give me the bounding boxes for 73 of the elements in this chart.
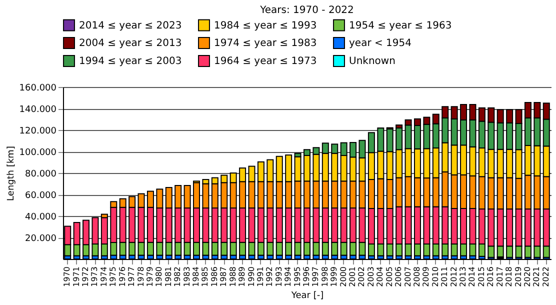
x-tick-label: 2001	[348, 266, 358, 287]
x-tick-label: 2021	[532, 266, 542, 287]
x-tick-label: 2013	[458, 266, 468, 287]
x-tick-label: 1990	[246, 266, 256, 287]
x-tick-label: 2022	[541, 266, 550, 287]
x-tick-label: 1973	[90, 266, 100, 287]
y-tick-label: 140.000	[19, 105, 57, 115]
y-tick-label: 100.000	[19, 148, 57, 158]
y-tick-label: 160.000	[19, 84, 57, 94]
x-tick-label: 1984	[192, 266, 201, 287]
y-axis-title: Length [km]	[6, 146, 16, 201]
x-tick-label: 1974	[99, 266, 108, 287]
chart-title: Years: 1970 - 2022	[259, 5, 354, 16]
legend-label: 2014 ≤ year ≤ 2023	[79, 20, 182, 32]
x-tick-label: 1970	[62, 266, 72, 287]
x-tick-label: 2008	[412, 266, 422, 287]
x-tick-label: 1993	[274, 266, 284, 287]
x-tick-label: 2010	[430, 266, 440, 287]
x-tick-label: 2003	[366, 266, 376, 287]
x-tick-label: 2002	[357, 266, 366, 287]
x-tick-label: 1975	[108, 266, 118, 287]
y-tick-label: 120.000	[19, 126, 57, 136]
x-tick-label: 1977	[127, 266, 136, 287]
x-tick-label: 1978	[136, 266, 146, 287]
x-tick-label: 2016	[486, 266, 496, 287]
y-tick-label: 60.000	[25, 191, 57, 201]
x-tick-label: 2019	[514, 266, 523, 287]
y-tick-label: 20.000	[25, 234, 57, 244]
legend-label: 2004 ≤ year ≤ 2013	[79, 38, 182, 49]
x-tick-label: 1985	[200, 266, 210, 287]
legend-label: 1994 ≤ year ≤ 2003	[79, 56, 182, 67]
x-tick-label: 2020	[522, 266, 532, 287]
legend-label: 1964 ≤ year ≤ 1973	[214, 56, 317, 67]
x-tick-label: 1982	[173, 266, 182, 287]
x-tick-label: 1999	[330, 266, 339, 287]
x-tick-label: 1991	[256, 266, 265, 287]
x-tick-label: 1996	[302, 266, 311, 287]
x-tick-label: 2005	[384, 266, 394, 287]
legend-label: year < 1954	[349, 38, 412, 49]
x-axis-title: Year [-]	[290, 290, 324, 301]
x-tick-label: 2015	[476, 266, 486, 287]
x-tick-label: 1979	[145, 266, 154, 287]
x-tick-label: 1992	[265, 266, 274, 287]
x-tick-label: 2012	[449, 266, 458, 287]
x-tick-label: 1981	[164, 266, 173, 287]
y-tick-label: 80.000	[25, 170, 57, 180]
x-tick-label: 1994	[284, 266, 293, 287]
x-tick-label: 2011	[440, 266, 450, 287]
legend-label: 1954 ≤ year ≤ 1963	[349, 20, 452, 32]
x-tick-label: 1998	[320, 266, 330, 287]
x-tick-label: 2009	[422, 266, 431, 287]
x-tick-label: 1989	[238, 266, 247, 287]
x-tick-label: 1988	[228, 266, 238, 287]
x-tick-label: 1976	[118, 266, 127, 287]
x-tick-label: 1987	[219, 266, 228, 287]
x-tick-label: 1997	[311, 266, 320, 287]
legend-label: 1974 ≤ year ≤ 1983	[214, 38, 317, 49]
x-tick-label: 2014	[468, 266, 477, 287]
x-tick-label: 1971	[72, 266, 81, 287]
x-tick-label: 1995	[292, 266, 302, 287]
x-tick-label: 2000	[338, 266, 348, 287]
x-tick-label: 1986	[210, 266, 219, 287]
x-tick-label: 1980	[154, 266, 164, 287]
x-tick-label: 2007	[403, 266, 412, 287]
x-tick-label: 1972	[81, 266, 90, 287]
x-tick-label: 2017	[495, 266, 504, 287]
legend-label: 1984 ≤ year ≤ 1993	[214, 20, 317, 32]
legend-label: Unknown	[349, 56, 396, 67]
x-tick-label: 2006	[394, 266, 404, 287]
x-tick-label: 2018	[504, 266, 514, 287]
x-tick-label: 1983	[182, 266, 192, 287]
x-tick-label: 2004	[376, 266, 385, 287]
y-tick-label: 40.000	[25, 212, 57, 222]
